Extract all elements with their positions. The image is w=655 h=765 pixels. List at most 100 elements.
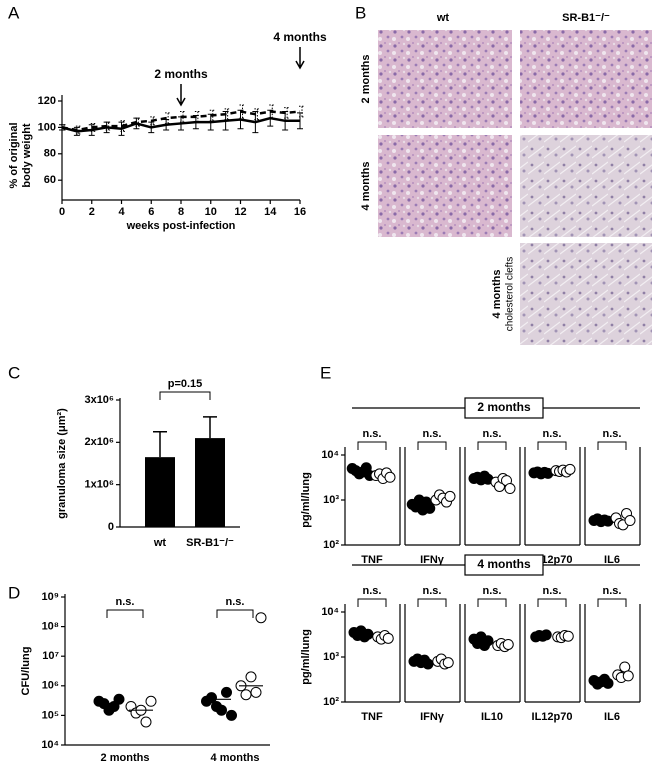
histology-image [378,30,512,128]
y-tick-label: 10⁷ [42,650,59,662]
error-bar [209,109,216,122]
bracket [477,598,507,607]
bracket-label: n.s. [603,585,622,597]
panel-label: D [8,583,20,602]
data-point [255,612,267,624]
annotation-arrow [176,84,186,107]
annotation: 2 months [154,67,208,81]
data-point [113,693,125,705]
header-box [464,554,544,576]
x-tick-label: IL6 [604,711,620,723]
x-tick-label: 10 [205,206,217,218]
bracket [417,598,447,607]
bracket-label: n.s. [483,428,502,440]
data-point [424,502,436,514]
error-bar [194,111,201,123]
y-axis-label: granuloma size (μm²) [56,408,68,519]
x-tick-label: 4 months [211,752,260,764]
bracket [159,391,211,400]
bracket [216,609,254,618]
bracket [477,441,507,450]
y-tick-label: 10⁶ [42,680,59,692]
x-tick-label: 14 [264,206,277,218]
data-point [226,709,237,721]
data-point [564,463,576,475]
y-tick-label: 10³ [323,494,339,506]
data-point [422,658,434,670]
y-axis-label: % of original [8,123,20,189]
x-tick-label: 2 [89,206,95,218]
x-tick-label: 2 months [101,752,150,764]
histology-image [520,135,652,237]
y-tick-label: 1x10⁶ [84,479,114,491]
data-point [362,628,374,640]
y-axis-label: CFU/lung [20,647,32,696]
bracket-label: p=0.15 [168,378,203,390]
bracket-label: n.s. [363,585,382,597]
bracket-label: n.s. [543,585,562,597]
bar [195,438,225,527]
y-tick-label: 10⁹ [42,591,59,603]
error-bar [153,431,167,458]
panel-label: E [320,363,331,382]
error-bar [105,121,112,131]
error-bar [224,108,231,120]
row-header: 4 months [360,162,372,211]
x-tick-label: 4 [118,206,125,218]
x-tick-label: IL6 [604,554,620,566]
y-tick-label: 10⁴ [41,739,59,751]
data-point [206,692,217,704]
x-tick-label: TNF [361,554,383,566]
bracket-label: n.s. [543,428,562,440]
error-bar [299,105,305,118]
bar [145,457,175,527]
x-tick-label: IFNγ [420,554,445,566]
bracket-label: n.s. [603,428,622,440]
data-point [382,632,394,644]
error-bar [203,416,217,439]
data-point [250,686,262,698]
data-point [240,689,252,701]
header-box [464,397,544,419]
data-line [61,116,300,133]
row-subheader: cholesterol clefts [505,257,516,331]
x-tick-label: 0 [59,206,65,218]
x-axis-label: weeks post-infection [126,220,236,232]
histology-image [378,135,512,237]
bracket-label: n.s. [363,428,382,440]
data-point [145,695,157,707]
bracket [597,441,627,450]
x-tick-label: IL10 [481,711,503,723]
data-point [622,670,634,682]
annotation: 4 months [273,30,327,44]
bracket [106,609,144,618]
bracket [417,441,447,450]
y-axis-label: pg/ml/lung [300,629,312,685]
annotation-arrow [295,47,305,70]
y-tick-label: 2x10⁶ [84,436,114,448]
y-axis-label: pg/ml/lung [300,472,312,528]
y-tick-label: 0 [108,521,114,533]
error-bar [135,117,142,127]
y-tick-label: 10² [323,539,339,551]
y-tick-label: 80 [44,148,56,160]
data-point [442,657,454,669]
data-point [140,716,152,728]
data-point [384,471,396,483]
y-tick-label: 60 [44,174,56,186]
bracket-label: n.s. [423,428,442,440]
bracket-label: n.s. [226,596,245,608]
data-point [504,483,516,495]
x-tick-label: 12 [234,206,246,218]
x-tick-label: TNF [361,711,383,723]
data-point [624,515,636,527]
row-header: 2 months [360,55,372,104]
data-point [444,490,456,502]
row-header: 4 months [491,270,503,319]
bracket [357,598,387,607]
data-point [221,686,232,698]
histology-image [520,30,652,128]
y-tick-label: 10⁴ [321,606,339,618]
